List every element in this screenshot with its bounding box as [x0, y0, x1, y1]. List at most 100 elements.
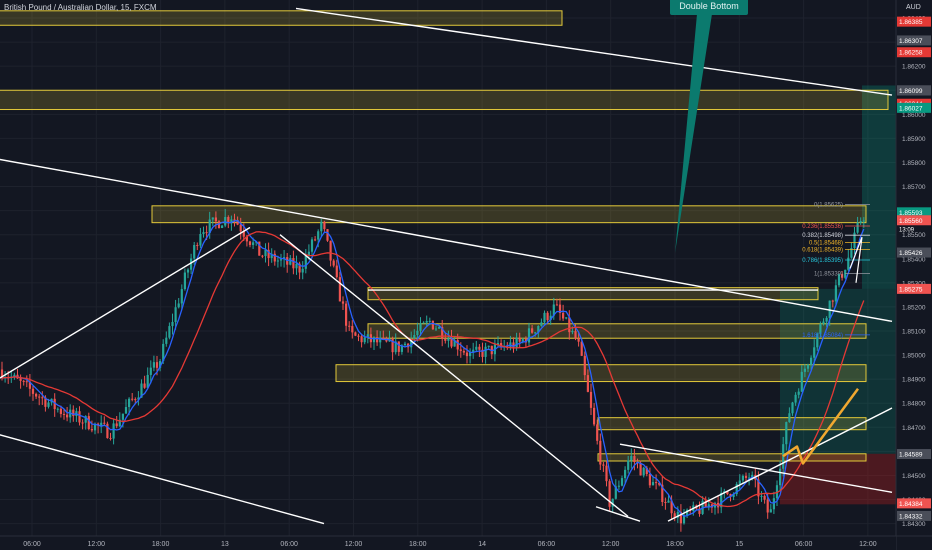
price-tick-label: 1.84700 [902, 425, 926, 432]
time-tick-label: 18:00 [666, 541, 684, 548]
candle-body [345, 303, 348, 326]
price-badge-label: 1.86258 [899, 50, 923, 57]
supply-demand-zone [0, 89, 889, 111]
candle-body [816, 333, 819, 348]
candle-body [314, 239, 317, 241]
price-tick-label: 1.85300 [902, 280, 926, 287]
time-tick-label: 12:00 [88, 541, 106, 548]
candle-body [599, 440, 602, 465]
currency-label: AUD [906, 4, 921, 11]
candle-body [174, 307, 177, 322]
candle-body [90, 429, 93, 431]
trendline [295, 7, 893, 96]
chart-title: British Pound / Australian Dollar, 15, F… [4, 3, 157, 12]
price-badge-label: 1.84384 [899, 501, 923, 508]
supply-demand-zone [0, 10, 563, 26]
candle-body [549, 315, 552, 321]
price-tick-label: 1.85400 [902, 256, 926, 263]
candle-body [109, 438, 112, 440]
candle-body [62, 413, 66, 415]
candle-body [214, 217, 217, 222]
time-tick-label: 18:00 [409, 541, 427, 548]
candle-body [713, 502, 717, 508]
price-tick-label: 1.84900 [902, 377, 926, 384]
candle-body [859, 221, 862, 223]
price-badge [897, 47, 931, 58]
trendline [0, 158, 893, 323]
price-axis-background [896, 0, 932, 550]
candle-body [834, 285, 837, 302]
candle-body [298, 263, 301, 273]
candle-body [205, 232, 208, 234]
price-tick-label: 1.84500 [902, 473, 926, 480]
trendline [667, 407, 893, 522]
candle-body [425, 321, 428, 323]
candle-body [171, 321, 174, 327]
projected-path [782, 388, 860, 465]
candle-body [531, 328, 534, 333]
candle-body [295, 263, 298, 269]
candle-body [103, 422, 106, 424]
candle-body [620, 478, 624, 486]
time-tick-label: 06:00 [280, 541, 298, 548]
fib-level-label: 0.236(1.85536) [802, 224, 843, 230]
candle-body [459, 349, 462, 351]
price-tick-label: 1.85800 [902, 160, 926, 167]
candle-body [413, 335, 416, 339]
candle-body [624, 469, 627, 479]
candle-body [760, 495, 763, 497]
candle-body [707, 504, 710, 507]
candle-body [664, 502, 667, 504]
trendline [0, 226, 251, 379]
candle-body [183, 272, 186, 290]
candle-body [379, 337, 382, 343]
candle-body [819, 323, 822, 334]
candle-body [196, 245, 199, 247]
candle-body [763, 495, 766, 500]
candle-body [152, 362, 155, 368]
candle-body [788, 413, 791, 423]
candle-body [726, 491, 729, 495]
candle-body [382, 337, 385, 339]
candle-body [850, 248, 853, 258]
candle-body [738, 480, 741, 484]
price-badge-label: 1.85593 [899, 210, 923, 217]
candle-body [555, 304, 558, 306]
candle-body [354, 332, 357, 336]
candle-body [376, 337, 379, 343]
candle-body [292, 258, 295, 269]
candle-body [307, 251, 310, 256]
candle-body [667, 500, 670, 503]
candle-body [239, 224, 242, 232]
candle-body [512, 342, 515, 349]
trendline [595, 506, 641, 522]
candle-body [813, 347, 816, 358]
candle-body [465, 352, 469, 357]
candle-body [769, 509, 772, 513]
candle-body [633, 455, 636, 463]
candle-body [586, 375, 589, 392]
candle-body [803, 368, 806, 372]
candle-body [276, 260, 279, 262]
candle-body [320, 221, 323, 232]
candle-body [363, 337, 366, 343]
price-badge-label: 1.84332 [899, 513, 923, 520]
price-badge-label: 1.85426 [899, 250, 923, 257]
supply-demand-zone [151, 205, 867, 224]
candle-body [580, 341, 583, 356]
time-tick-label: 14 [478, 541, 486, 548]
candle-body [366, 334, 369, 338]
price-badge [897, 449, 931, 460]
candle-body [574, 331, 577, 339]
candle-body [391, 338, 394, 353]
candle-body [410, 338, 413, 348]
candle-body [775, 485, 779, 499]
candle-body [301, 268, 304, 273]
candle-body [335, 265, 338, 278]
candle-body [462, 350, 465, 353]
supply-demand-zone [597, 417, 867, 431]
candle-body [552, 304, 555, 316]
candle-body [341, 301, 345, 304]
